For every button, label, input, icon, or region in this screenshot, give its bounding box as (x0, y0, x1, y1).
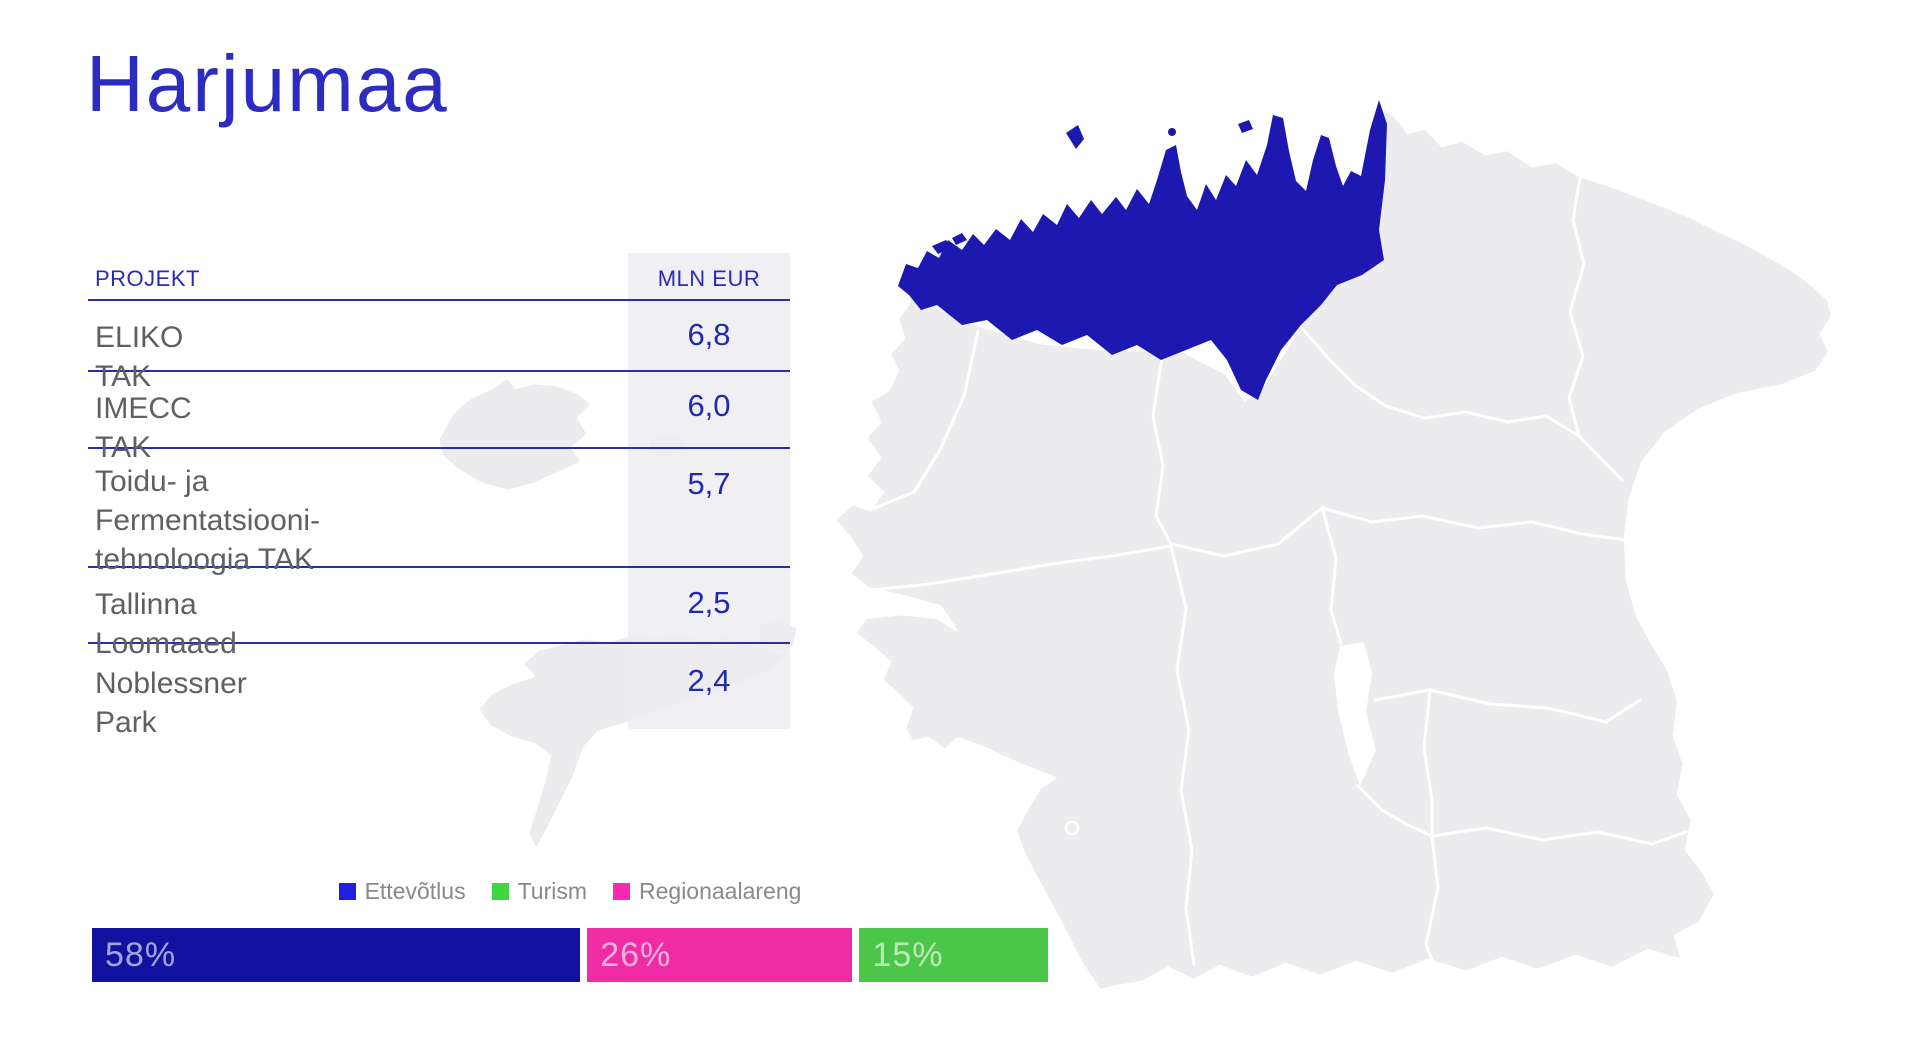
bar-segment-label: 15% (872, 935, 944, 974)
bar-segment: 58% (92, 928, 581, 982)
project-name: Noblessner Park (95, 667, 247, 739)
estonia-map (400, 88, 1840, 1028)
legend-label: Ettevõtlus (364, 877, 466, 904)
table-divider-line (88, 370, 790, 372)
county-border-laane-rapla (868, 329, 980, 512)
project-name: ELIKO TAK (95, 321, 184, 393)
bar-segment-label: 58% (105, 935, 177, 974)
project-amount: 6,8 (687, 317, 731, 352)
county-border-jarva-south (1169, 506, 1324, 558)
region-harjumaa (898, 100, 1387, 400)
amount-column-strip (628, 253, 790, 729)
table-divider-line (88, 299, 790, 301)
bar-segment: 15% (859, 928, 1048, 982)
county-border-laane-viru-ida-viru (1567, 176, 1624, 482)
islet-naissaar (1066, 125, 1084, 149)
islet-pakri-1 (932, 240, 952, 254)
legend-label: Turism (517, 877, 587, 904)
county-border-viljandi-tartu (1320, 506, 1343, 646)
legend: Ettevõtlus Turism Regionaalareng (92, 874, 1048, 908)
table-divider-line (88, 642, 790, 644)
county-border-parnu-north (868, 544, 1173, 592)
islet-aegna (1168, 128, 1176, 136)
legend-swatch-icon (613, 882, 630, 900)
islet-prangli (1238, 120, 1253, 133)
project-amount: 2,4 (687, 663, 731, 698)
lake-vortsjarv (1334, 642, 1376, 786)
county-border-tartu-polva (1373, 688, 1642, 724)
islet-pakri-2 (952, 233, 967, 245)
legend-item: Ettevõtlus (338, 877, 466, 905)
island-kihnu (1064, 820, 1080, 836)
county-border-vortsjarv-south (1356, 784, 1434, 838)
legend-item: Turism (491, 877, 587, 905)
project-amount: 5,7 (687, 466, 731, 501)
county-border-rapla-jarva (1151, 356, 1173, 546)
project-amount: 6,0 (687, 388, 731, 423)
county-border-parnu-viljandi (1169, 544, 1196, 966)
island-hiiumaa (436, 375, 594, 493)
bar-segment-label: 26% (600, 935, 672, 974)
table-header-amount: MLN EUR (657, 266, 761, 291)
project-name: Tallinna Loomaaed (95, 588, 237, 660)
estonia-map-svg (436, 100, 1834, 992)
project-name: IMECC TAK (95, 392, 192, 464)
page-title: Harjumaa (86, 39, 449, 128)
bar-segment: 26% (587, 928, 853, 982)
project-name: Toidu- ja Fermentatsiooni- tehnoloogia T… (95, 465, 321, 576)
stacked-percentage-bar: 58% 26% 15% (92, 928, 1048, 982)
legend-swatch-icon (338, 882, 356, 900)
table-divider-line (88, 447, 790, 449)
table-header-project: PROJEKT (95, 266, 200, 291)
county-border-jogeva-tartu (1320, 506, 1628, 542)
table-divider-line (88, 566, 790, 568)
county-border-valga-voru (1430, 826, 1688, 846)
legend-label: Regionaalareng (639, 877, 802, 904)
legend-swatch-icon (491, 882, 509, 900)
legend-item: Regionaalareng (613, 878, 801, 905)
county-border-laane-viru-south (1298, 324, 1581, 438)
project-amount: 2,5 (687, 585, 731, 620)
